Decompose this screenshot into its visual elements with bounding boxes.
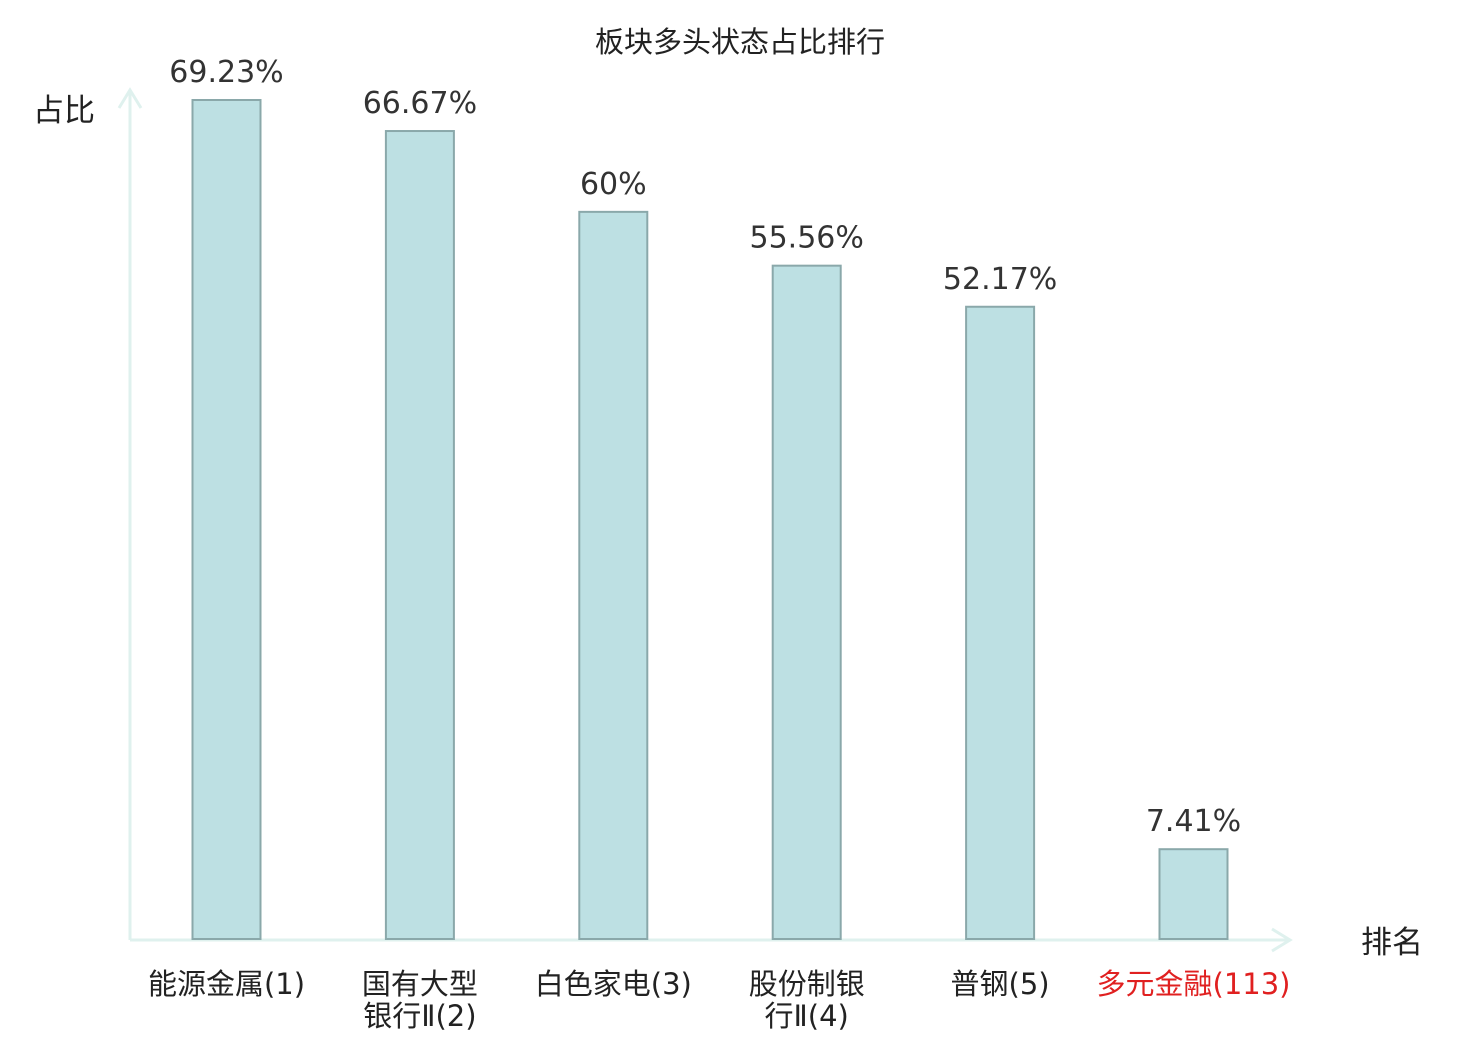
bar-value-label: 7.41% <box>1146 804 1241 839</box>
x-axis <box>130 927 1293 953</box>
category-label-line: 白色家电(3) <box>535 967 692 1001</box>
category-tick-label: 白色家电(3) <box>535 967 692 1001</box>
bar-value-label: 52.17% <box>943 262 1057 297</box>
y-axis-title: 占比 <box>33 93 95 129</box>
bar <box>965 305 1036 940</box>
bar-value-label: 66.67% <box>363 86 477 121</box>
category-tick-label: 多元金融(113) <box>1097 967 1291 1001</box>
category-label-line: 行Ⅱ(4) <box>765 999 849 1033</box>
category-label-line: 国有大型 <box>362 967 478 1001</box>
bar-value-label: 69.23% <box>169 55 283 90</box>
bar-value-label: 60% <box>580 167 647 202</box>
y-axis-arrow-icon <box>117 87 143 109</box>
category-tick-label: 能源金属(1) <box>148 967 305 1001</box>
category-label-line: 多元金融(113) <box>1097 967 1291 1001</box>
bars-group <box>191 99 1229 941</box>
category-tick-label: 股份制银行Ⅱ(4) <box>749 967 865 1033</box>
category-label-line: 股份制银 <box>749 967 865 1001</box>
category-label-line: 能源金属(1) <box>148 967 305 1001</box>
x-axis-title: 排名 <box>1361 925 1423 961</box>
bar <box>1158 848 1229 941</box>
bar <box>384 130 455 940</box>
bar <box>191 99 262 940</box>
chart-title: 板块多头状态占比排行 <box>595 25 885 59</box>
bar-value-label: 55.56% <box>750 221 864 256</box>
category-tick-label: 国有大型银行Ⅱ(2) <box>362 967 478 1033</box>
category-label-line: 银行Ⅱ(2) <box>363 999 476 1033</box>
x-axis-arrow-icon <box>1271 927 1293 953</box>
bar <box>578 210 649 940</box>
y-axis <box>117 87 143 940</box>
category-labels-group: 能源金属(1) 国有大型银行Ⅱ(2) 白色家电(3) 股份制银行Ⅱ(4) 普钢(5) 多元… <box>148 967 1291 1033</box>
bar <box>771 264 842 940</box>
category-tick-label: 普钢(5) <box>951 967 1050 1001</box>
value-labels-group: 69.23% 66.67% 60% 55.56% 52.17% 7.41% <box>169 55 1241 839</box>
category-label-line: 普钢(5) <box>951 967 1050 1001</box>
